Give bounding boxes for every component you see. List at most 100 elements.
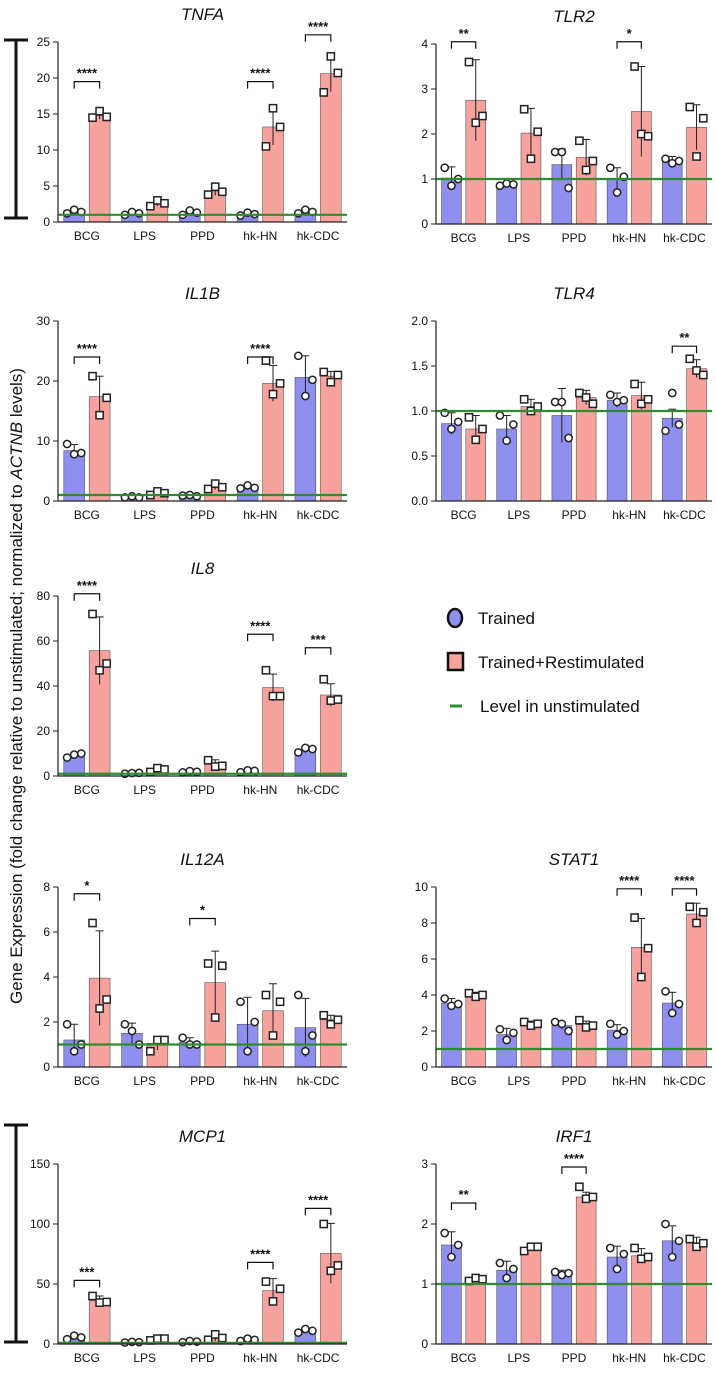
y-tick-label-mcp1-0: 0	[43, 1337, 50, 1351]
x-tick-label-il1b-lps: LPS	[133, 508, 156, 522]
sig-label-il1b-1: ****	[250, 341, 271, 356]
point-il1b-hk-cdc-restim-2	[333, 370, 343, 380]
point-irf1-bcg-trained-2	[453, 1240, 463, 1250]
bar-mcp1-bcg-restim	[88, 1300, 111, 1345]
y-tick-label-stat1-2: 4	[421, 988, 428, 1002]
y-tick-label-tlr4-1: 0.5	[411, 449, 428, 463]
bar-irf1-lps-restim	[520, 1247, 542, 1345]
point-irf1-bcg-trained-1	[447, 1252, 456, 1262]
point-tnfa-bcg-trained-1	[69, 205, 79, 215]
point-tlr2-ppd-restim-1	[581, 165, 591, 175]
point-tlr2-hk-hn-restim-2	[643, 131, 653, 141]
point-mcp1-bcg-trained-2	[76, 1333, 86, 1342]
point-il12a-hk-hn-trained-0	[236, 997, 245, 1007]
point-il12a-hk-cdc-trained-0	[293, 990, 303, 1000]
point-mcp1-bcg-trained-1	[69, 1331, 79, 1340]
point-il12a-bcg-restim-1	[95, 1004, 104, 1013]
x-tick-label-il12a-bcg: BCG	[74, 1074, 100, 1088]
sig-bracket-mcp1-2	[304, 1207, 332, 1216]
point-irf1-hk-cdc-trained-1	[667, 1252, 677, 1262]
y-tick-label-tlr2-2: 2	[421, 127, 428, 141]
point-tlr2-hk-cdc-restim-2	[698, 113, 708, 123]
point-tlr4-lps-restim-0	[519, 394, 529, 404]
x-tick-label-stat1-bcg: BCG	[451, 1074, 477, 1088]
point-il1b-hk-cdc-trained-2	[308, 375, 317, 385]
point-tlr2-hk-cdc-trained-0	[661, 154, 670, 164]
point-il1b-bcg-trained-2	[76, 448, 86, 458]
y-tick-label-stat1-5: 10	[415, 880, 429, 894]
point-tlr2-bcg-restim-1	[471, 118, 481, 128]
bar-stat1-bcg-trained	[441, 1002, 462, 1068]
point-il12a-lps-restim-1	[153, 1035, 162, 1045]
point-tnfa-ppd-trained-1	[185, 206, 195, 215]
point-stat1-ppd-restim-0	[575, 1015, 584, 1025]
point-tlr4-hk-cdc-restim-1	[692, 366, 701, 375]
point-il12a-ppd-restim-1	[210, 1013, 220, 1022]
point-irf1-hk-cdc-restim-2	[698, 1238, 708, 1248]
point-stat1-hk-hn-restim-0	[630, 913, 639, 922]
point-il1b-hk-cdc-trained-1	[301, 391, 310, 401]
point-stat1-hk-cdc-trained-0	[661, 987, 670, 996]
x-tick-label-stat1-hk-hn: hk-HN	[612, 1074, 646, 1088]
point-stat1-hk-hn-trained-2	[619, 1026, 629, 1036]
point-il12a-hk-hn-restim-2	[275, 997, 285, 1007]
x-tick-label-irf1-hk-hn: hk-HN	[612, 1351, 646, 1365]
point-irf1-ppd-trained-0	[550, 1267, 560, 1277]
x-tick-label-il8-hk-hn: hk-HN	[243, 783, 277, 797]
point-tlr2-hk-cdc-trained-2	[674, 156, 684, 166]
point-mcp1-hk-cdc-restim-1	[326, 1266, 336, 1276]
y-tick-label-il8-4: 80	[37, 589, 51, 603]
sig-label-il12a-0: *	[84, 878, 90, 893]
y-tick-label-tlr2-4: 4	[421, 37, 428, 51]
point-tlr2-ppd-trained-1	[557, 147, 567, 157]
point-tlr4-hk-cdc-trained-2	[674, 420, 684, 429]
point-il1b-hk-hn-trained-2	[250, 483, 260, 493]
point-tlr2-lps-trained-2	[509, 180, 518, 189]
x-tick-label-irf1-ppd: PPD	[562, 1351, 587, 1365]
bar-il8-hk-cdc-restim	[320, 694, 342, 777]
point-tnfa-lps-restim-1	[153, 196, 162, 205]
point-tnfa-hk-cdc-restim-2	[333, 68, 343, 78]
bar-tlr2-hk-cdc-trained	[662, 160, 683, 225]
point-il1b-lps-restim-2	[160, 488, 169, 498]
point-tlr4-hk-cdc-trained-1	[667, 388, 677, 398]
point-stat1-hk-hn-trained-1	[612, 1030, 622, 1039]
sig-bracket-mcp1-1	[246, 1261, 274, 1270]
point-irf1-ppd-restim-0	[575, 1182, 584, 1192]
point-mcp1-hk-cdc-trained-1	[301, 1324, 310, 1334]
point-il8-ppd-restim-0	[203, 755, 213, 765]
sig-bracket-tnfa-2	[304, 34, 332, 42]
x-tick-label-mcp1-hk-cdc: hk-CDC	[297, 1351, 340, 1365]
x-tick-label-tnfa-hk-cdc: hk-CDC	[297, 229, 340, 243]
point-tlr4-hk-cdc-trained-0	[661, 426, 670, 436]
point-tlr2-ppd-restim-0	[575, 136, 584, 146]
x-tick-label-il12a-lps: LPS	[133, 1074, 156, 1088]
point-tnfa-hk-hn-restim-1	[268, 103, 278, 113]
point-irf1-hk-hn-trained-2	[619, 1249, 629, 1259]
y-tick-label-il1b-3: 30	[37, 314, 51, 328]
x-tick-label-tlr4-hk-hn: hk-HN	[612, 508, 646, 522]
point-stat1-bcg-trained-2	[453, 999, 463, 1009]
panel-title-tlr4: TLR4	[553, 284, 595, 303]
sig-label-tlr2-1: *	[627, 26, 633, 41]
x-tick-label-irf1-hk-cdc: hk-CDC	[663, 1351, 706, 1365]
point-il1b-hk-hn-trained-1	[243, 481, 252, 490]
point-tlr4-bcg-trained-1	[447, 424, 456, 434]
point-tlr2-hk-cdc-restim-0	[685, 102, 695, 112]
x-tick-label-stat1-ppd: PPD	[562, 1074, 587, 1088]
point-tlr4-hk-hn-restim-1	[636, 399, 646, 409]
point-tlr2-bcg-trained-1	[447, 181, 456, 191]
x-tick-label-il1b-bcg: BCG	[74, 508, 100, 522]
point-irf1-bcg-restim-2	[478, 1274, 487, 1284]
panel-title-tlr2: TLR2	[553, 7, 595, 26]
x-tick-label-tnfa-hk-hn: hk-HN	[243, 229, 277, 243]
sig-label-mcp1-2: ****	[308, 1192, 329, 1207]
point-il12a-hk-cdc-restim-2	[333, 1015, 343, 1025]
point-il12a-hk-cdc-trained-2	[308, 1031, 317, 1040]
point-stat1-hk-hn-restim-1	[636, 972, 646, 982]
legend-trained-label: Trained	[478, 609, 535, 628]
point-irf1-lps-trained-1	[502, 1273, 512, 1283]
x-tick-label-tlr4-ppd: PPD	[562, 508, 587, 522]
point-irf1-bcg-trained-0	[440, 1228, 450, 1238]
